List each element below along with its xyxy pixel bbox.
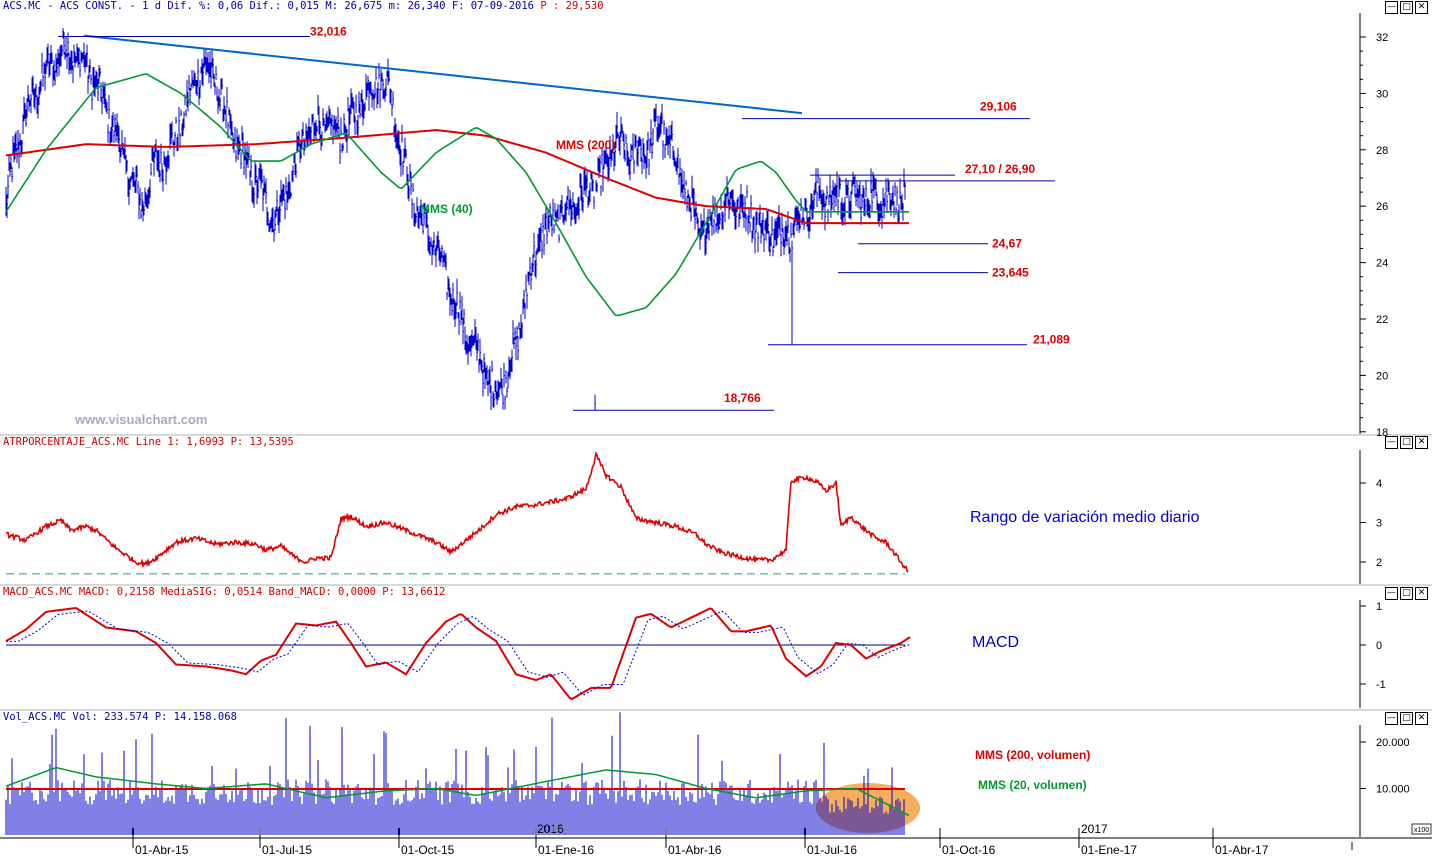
- y-tick-label-price: 20: [1376, 370, 1388, 382]
- price-panel-window-buttons: — □ ✕: [1385, 1, 1428, 14]
- panel-volume: [0, 725, 1360, 837]
- x-tick-label: 01-Abr-17: [1215, 843, 1269, 857]
- y-tick-label-macd: -1: [1376, 679, 1386, 691]
- y-tick-label-price: 30: [1376, 88, 1388, 100]
- minimize-button[interactable]: —: [1385, 712, 1398, 725]
- x-tick-label: 01-Ene-17: [1081, 843, 1137, 857]
- y-tick-label-volume: 20.000: [1376, 737, 1410, 749]
- atr-panel-window-buttons: — □ ✕: [1385, 436, 1428, 449]
- panel-price: [0, 13, 1360, 434]
- watermark: www.visualchart.com: [74, 412, 207, 427]
- volume-highlight-ellipse: [816, 783, 920, 833]
- volume-unit-box: [1411, 823, 1432, 835]
- x-tick-label: 01-Oct-15: [401, 843, 455, 857]
- year-marker: 2017: [1081, 822, 1108, 836]
- mms40-line: [5, 73, 909, 317]
- y-tick-label-price: 28: [1376, 145, 1388, 157]
- mms200-label: MMS (200): [556, 138, 615, 152]
- price-header-p: P : 29,530: [540, 0, 604, 12]
- price-level-label: 24,67: [992, 237, 1022, 251]
- y-tick-label-atr: 4: [1376, 478, 1382, 490]
- price-level-label: 29,106: [980, 100, 1017, 114]
- x-tick-label: 01-Ene-16: [538, 843, 594, 857]
- volume-bars: [5, 712, 905, 835]
- price-bars: [5, 28, 906, 411]
- close-button[interactable]: ✕: [1415, 1, 1428, 14]
- macd-panel-header: MACD_ACS.MC MACD: 0,2158 MediaSIG: 0,051…: [3, 586, 446, 598]
- close-button[interactable]: ✕: [1415, 712, 1428, 725]
- y-tick-label-volume: 10.000: [1376, 784, 1410, 796]
- close-button[interactable]: ✕: [1415, 587, 1428, 600]
- price-level-label: 21,089: [1033, 333, 1070, 347]
- y-tick-label-atr: 2: [1376, 557, 1382, 569]
- downtrend-line: [83, 34, 803, 115]
- x-tick-label: 01-Oct-16: [942, 843, 996, 857]
- price-level-label: 27,10 / 26,90: [965, 162, 1035, 176]
- x-tick-label: 01-Jul-15: [262, 843, 312, 857]
- atr-panel-header: ATRPORCENTAJE_ACS.MC Line 1: 1,6993 P: 1…: [3, 436, 294, 448]
- y-tick-label-atr: 3: [1376, 518, 1382, 530]
- y-tick-label-price: 24: [1376, 258, 1388, 270]
- mms200-line: [5, 129, 909, 225]
- price-panel-header: ACS.MC - ACS CONST. - 1 d Dif. %: 0,06 D…: [3, 0, 604, 12]
- minimize-button[interactable]: —: [1385, 436, 1398, 449]
- atr-line: [5, 451, 909, 573]
- price-level-label: 18,766: [724, 391, 761, 405]
- price-header-text: ACS.MC - ACS CONST. - 1 d Dif. %: 0,06 D…: [3, 0, 535, 12]
- y-tick-label-price: 32: [1376, 32, 1388, 44]
- macd-annotation: MACD: [972, 634, 1019, 651]
- mms40-label: MMS (40): [420, 202, 473, 216]
- x-tick-label: 01-Jul-16: [807, 843, 857, 857]
- maximize-button[interactable]: □: [1400, 587, 1413, 600]
- minimize-button[interactable]: —: [1385, 587, 1398, 600]
- price-level-label: 23,645: [992, 266, 1029, 280]
- y-tick-label-price: 22: [1376, 314, 1388, 326]
- x-tick-label: 01-Abr-15: [135, 843, 189, 857]
- maximize-button[interactable]: □: [1400, 1, 1413, 14]
- volume-mms20-label: MMS (20, volumen): [978, 778, 1087, 792]
- minimize-button[interactable]: —: [1385, 1, 1398, 14]
- panel-macd: [0, 600, 1360, 708]
- y-tick-label-macd: 0: [1376, 640, 1382, 652]
- atr-annotation: Rango de variación medio diario: [970, 509, 1200, 526]
- macd-line: [5, 606, 911, 701]
- maximize-button[interactable]: □: [1400, 712, 1413, 725]
- price-level-label: 32,016: [310, 25, 347, 39]
- panel-atr: [0, 450, 1360, 584]
- volume-unit-note: x100: [1414, 827, 1429, 834]
- close-button[interactable]: ✕: [1415, 436, 1428, 449]
- y-tick-label-macd: 1: [1376, 601, 1382, 613]
- y-tick-label-price: 26: [1376, 201, 1388, 213]
- volume-mms20-line: [5, 767, 910, 817]
- x-tick-label: 01-Abr-16: [668, 843, 722, 857]
- volume-panel-header: Vol_ACS.MC Vol: 233.574 P: 14.158.068: [3, 711, 237, 723]
- year-marker: 2016: [537, 822, 564, 836]
- volume-panel-window-buttons: — □ ✕: [1385, 712, 1428, 725]
- maximize-button[interactable]: □: [1400, 436, 1413, 449]
- macd-signal-line: [6, 610, 911, 696]
- volume-mms200-label: MMS (200, volumen): [975, 748, 1090, 762]
- macd-panel-window-buttons: — □ ✕: [1385, 587, 1428, 600]
